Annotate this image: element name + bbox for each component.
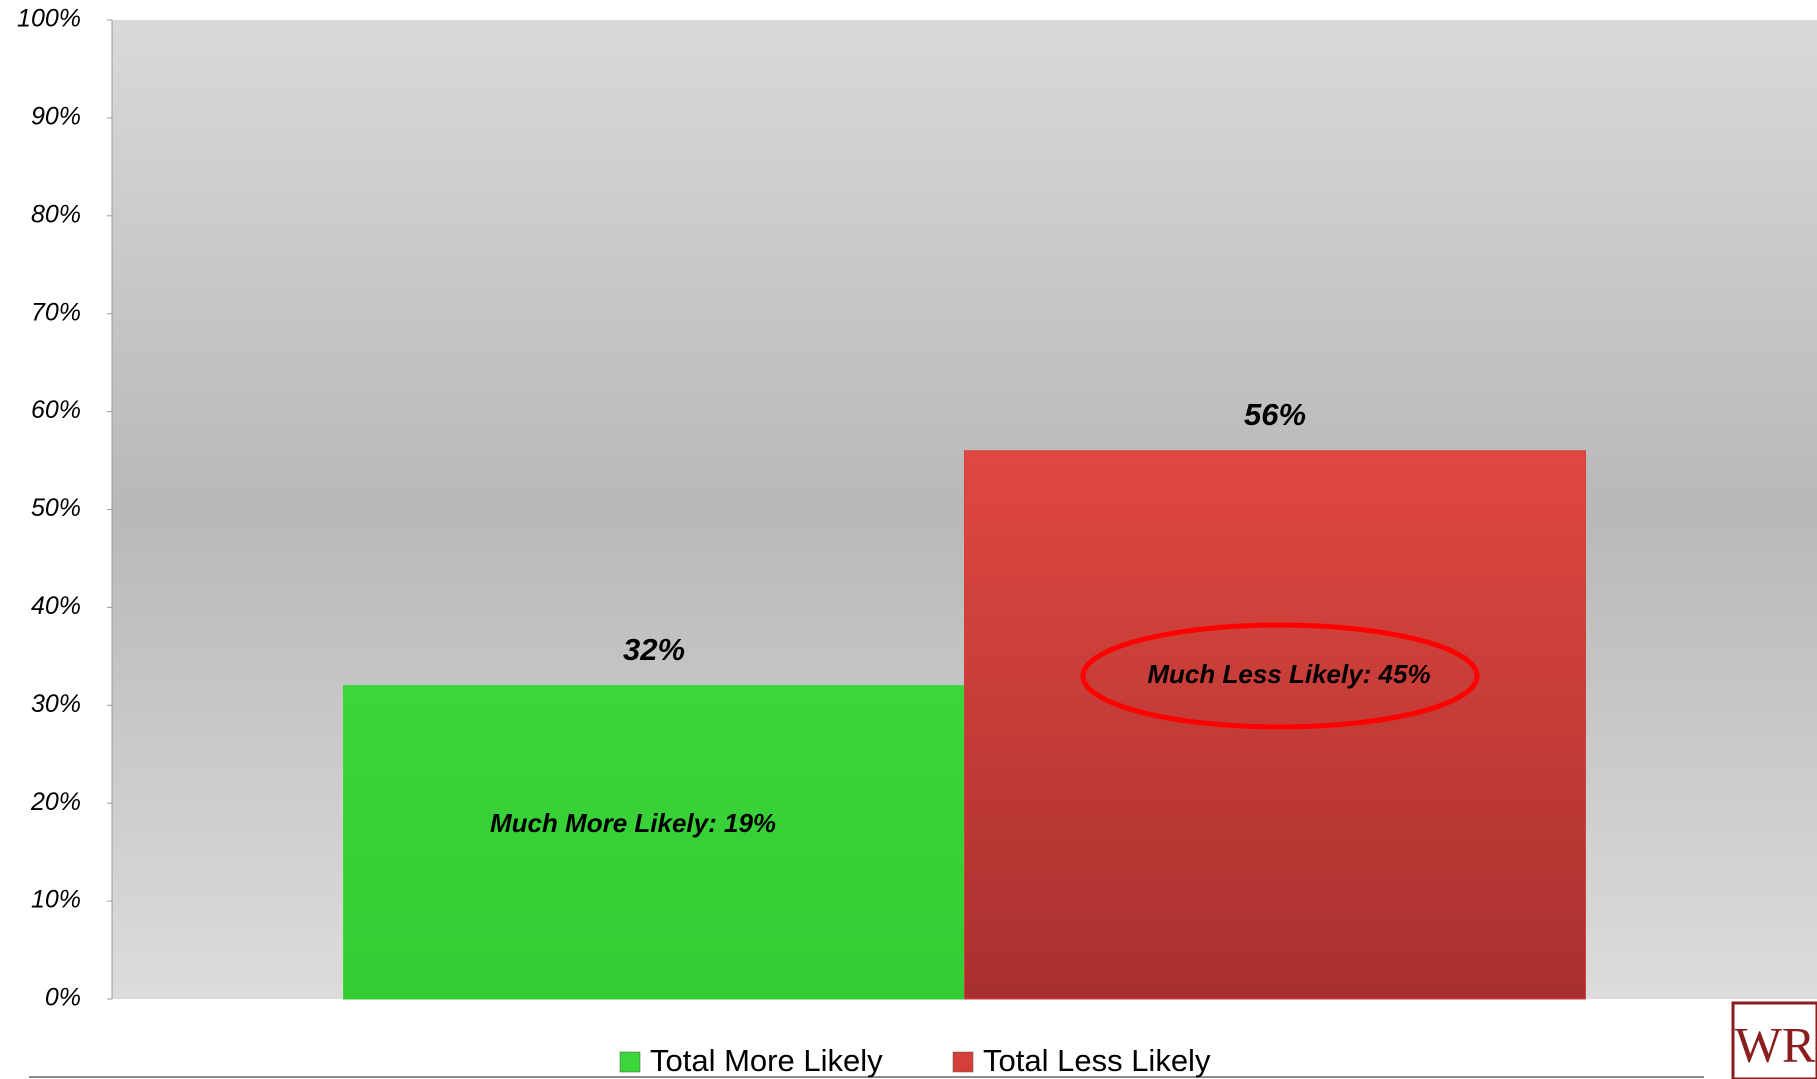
legend-swatch [952,1051,974,1073]
logo-text: WR [1735,1016,1816,1072]
y-tick-label: 20% [30,788,81,816]
bar [343,685,965,1000]
y-tick-label: 0% [45,984,81,1012]
y-tick-label: 80% [31,200,81,228]
y-tick-label: 10% [31,886,81,914]
y-tick-label: 100% [17,5,81,33]
y-tick-label: 70% [31,298,81,326]
y-tick-label: 40% [31,592,81,620]
y-tick-label: 90% [31,103,81,131]
y-tick-label: 60% [31,396,81,424]
value-label: 56% [1244,397,1306,432]
annotation: Much Less Likely: 45% [1147,659,1430,689]
value-label: 32% [623,632,685,667]
highlight-ellipse [1080,622,1480,730]
legend-label: Total Less Likely [983,1043,1211,1078]
logo-frame [1731,1001,1817,1079]
legend-label: Total More Likely [650,1043,883,1078]
legend: Total More Likely Total Less Likely [619,1043,1211,1078]
y-tick-label: 30% [31,690,81,718]
annotation: Much More Likely: 19% [490,808,776,838]
y-tick-label: 50% [31,494,81,522]
legend-swatch [619,1051,641,1073]
logo: WR [1731,1001,1817,1079]
